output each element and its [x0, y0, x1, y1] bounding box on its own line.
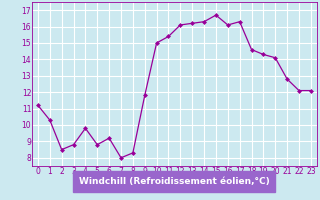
X-axis label: Windchill (Refroidissement éolien,°C): Windchill (Refroidissement éolien,°C) — [79, 177, 270, 186]
